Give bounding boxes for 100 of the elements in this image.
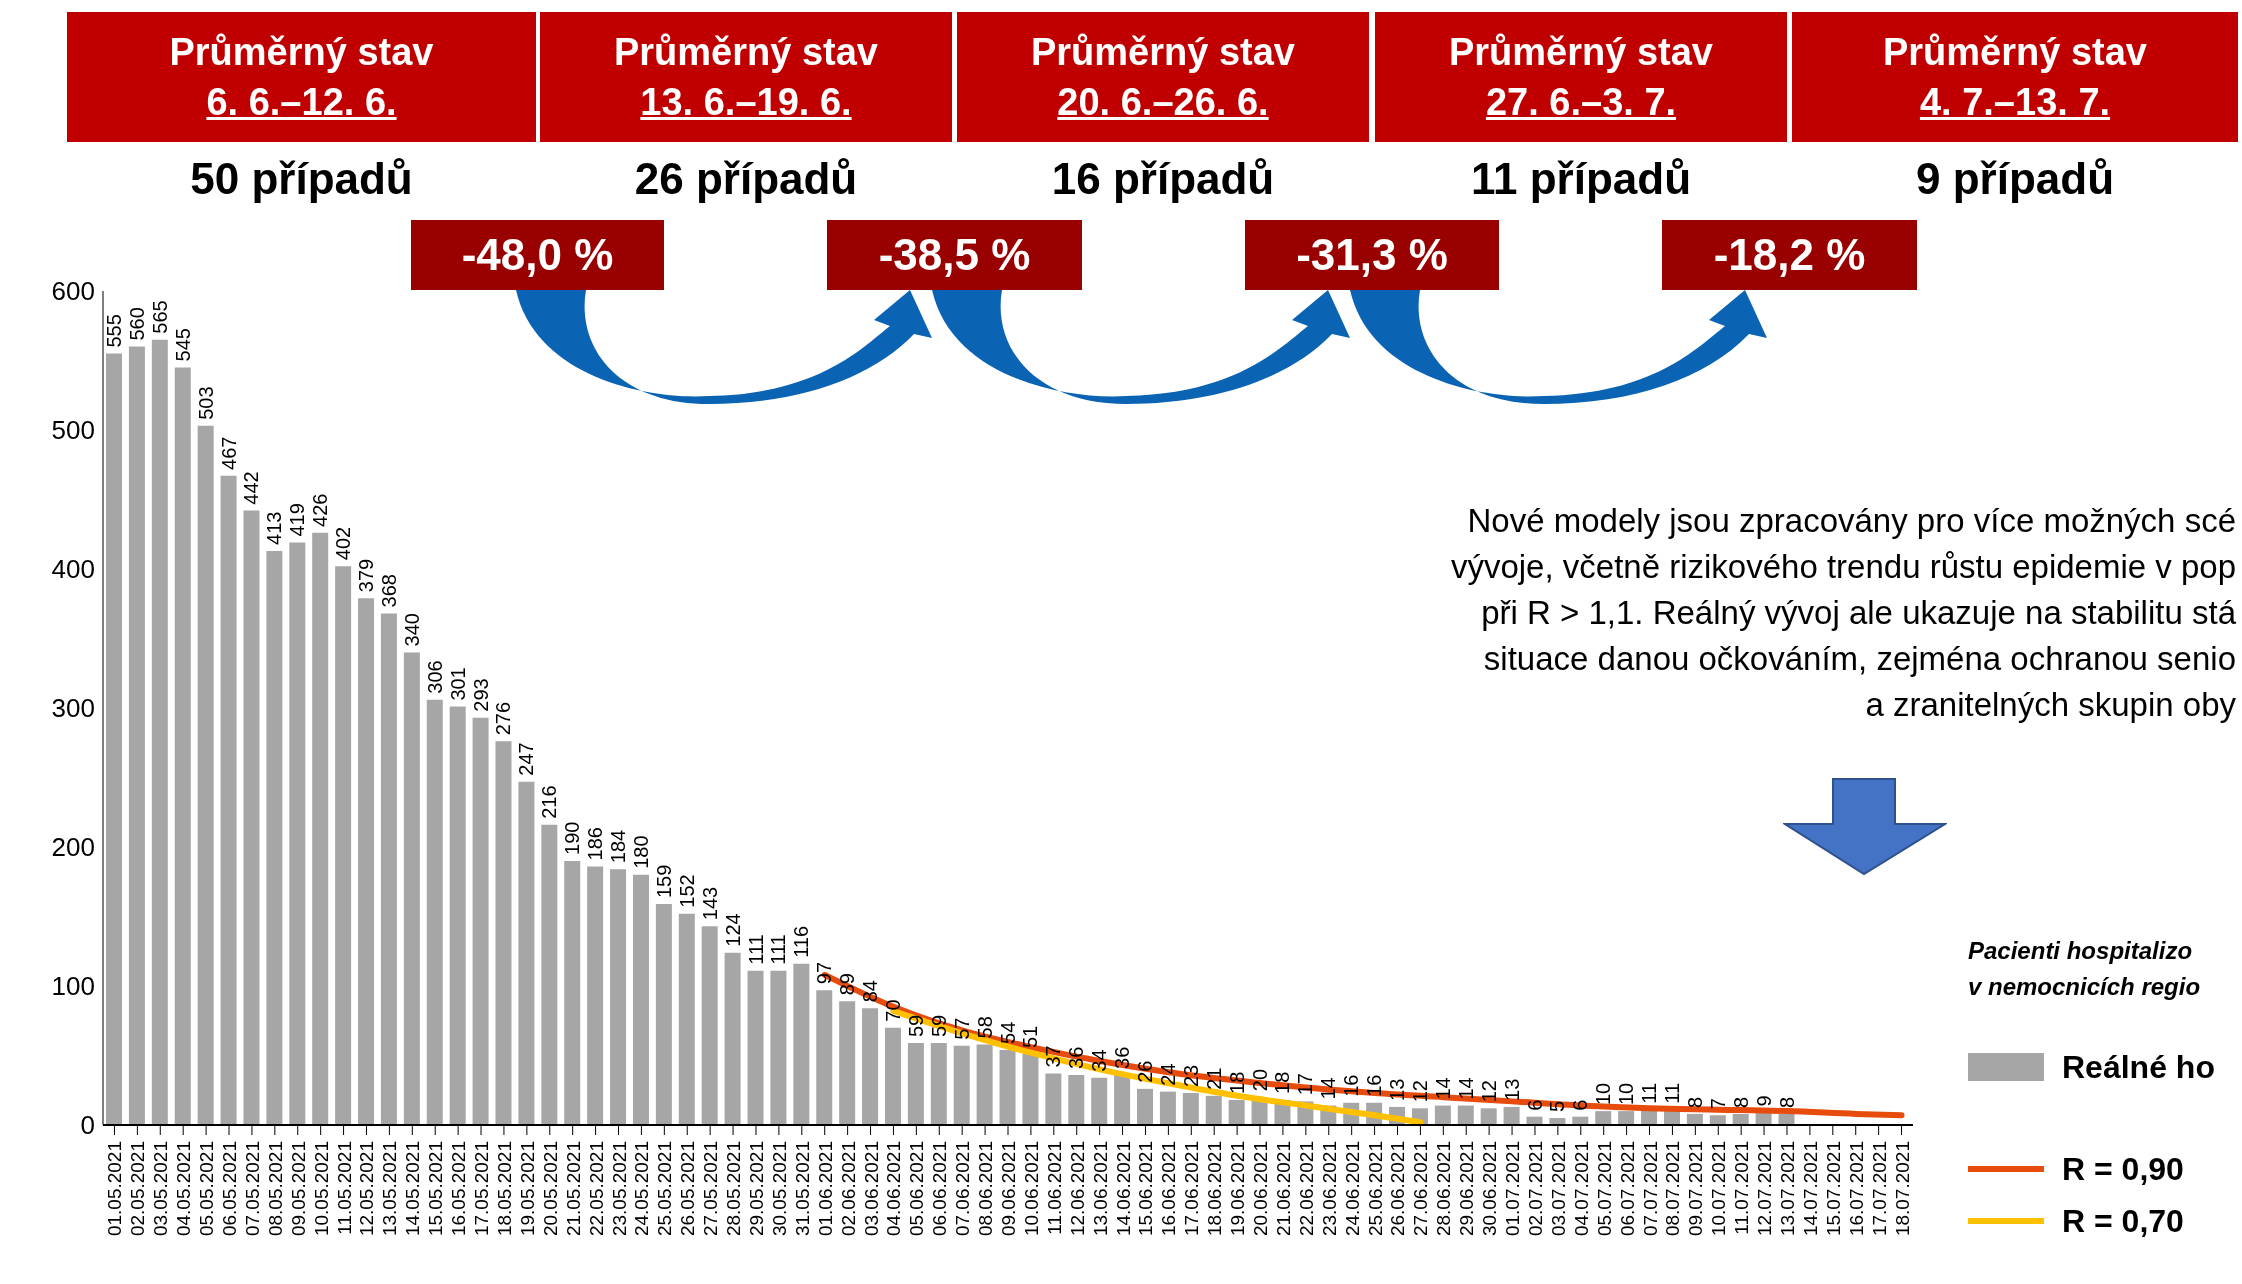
x-tick-label: 08.05.2021 bbox=[264, 1141, 286, 1237]
x-tick-label: 11.07.2021 bbox=[1731, 1141, 1753, 1235]
data-label: 555 bbox=[103, 314, 125, 348]
data-label: 8 bbox=[1683, 1096, 1706, 1108]
data-label: 84 bbox=[859, 979, 882, 1003]
bar bbox=[197, 425, 214, 1125]
x-tick-label: 30.05.2021 bbox=[768, 1141, 790, 1237]
bar bbox=[724, 952, 741, 1125]
bar bbox=[793, 963, 810, 1125]
legend-label: R = 0,70 bbox=[2062, 1202, 2184, 1240]
data-label: 18 bbox=[1271, 1071, 1294, 1094]
data-label: 17 bbox=[1294, 1073, 1317, 1096]
data-label: 560 bbox=[125, 307, 148, 341]
data-label: 247 bbox=[515, 742, 538, 776]
x-tick-label: 07.07.2021 bbox=[1639, 1141, 1661, 1237]
data-label: 13 bbox=[1500, 1078, 1523, 1101]
data-label: 565 bbox=[148, 300, 171, 334]
bar bbox=[1091, 1077, 1108, 1125]
data-label: 6 bbox=[1523, 1099, 1546, 1111]
data-label: 18 bbox=[1225, 1071, 1248, 1094]
bar bbox=[312, 532, 329, 1125]
x-tick-label: 05.05.2021 bbox=[196, 1141, 218, 1237]
data-label: 545 bbox=[171, 328, 194, 362]
text: 16 případů bbox=[1050, 154, 1276, 204]
bar bbox=[862, 1008, 879, 1125]
data-label: 419 bbox=[286, 503, 309, 537]
bar bbox=[335, 566, 352, 1125]
x-tick-label: 12.07.2021 bbox=[1754, 1141, 1776, 1237]
text: -18,2 % bbox=[1662, 220, 1917, 290]
y-tick-label: 600 bbox=[51, 276, 95, 307]
x-tick-label: 20.05.2021 bbox=[539, 1141, 561, 1237]
bar bbox=[839, 1001, 856, 1125]
x-tick-label: 28.06.2021 bbox=[1433, 1141, 1455, 1237]
data-label: 186 bbox=[584, 827, 607, 861]
bar bbox=[610, 869, 627, 1125]
bar bbox=[976, 1044, 993, 1125]
data-label: 16 bbox=[1340, 1074, 1363, 1097]
data-label: 89 bbox=[836, 973, 859, 996]
data-label: 26 bbox=[1134, 1060, 1157, 1083]
bar bbox=[449, 706, 466, 1125]
data-label: 14 bbox=[1317, 1077, 1340, 1100]
data-label: 11 bbox=[1638, 1082, 1661, 1104]
bar bbox=[1022, 1054, 1039, 1125]
bar bbox=[541, 824, 558, 1125]
bar bbox=[243, 510, 260, 1125]
x-tick-label: 11.05.2021 bbox=[333, 1141, 355, 1235]
bar bbox=[1480, 1108, 1497, 1125]
data-label: 12 bbox=[1408, 1080, 1431, 1103]
data-label: 59 bbox=[927, 1014, 950, 1037]
data-label: 9 bbox=[1752, 1095, 1775, 1107]
data-label: 8 bbox=[1775, 1096, 1798, 1108]
x-tick-label: 16.05.2021 bbox=[448, 1141, 470, 1237]
x-tick-label: 20.06.2021 bbox=[1250, 1141, 1272, 1237]
x-tick-label: 26.06.2021 bbox=[1387, 1141, 1409, 1237]
bar bbox=[128, 346, 145, 1125]
data-label: 14 bbox=[1431, 1077, 1454, 1100]
bar bbox=[587, 866, 604, 1125]
data-label: 413 bbox=[263, 511, 286, 545]
x-tick-label: 21.05.2021 bbox=[562, 1141, 584, 1237]
text: Průměrný stav 4. 7.–13. 7. bbox=[1882, 30, 2148, 125]
data-label: 16 bbox=[1363, 1074, 1386, 1097]
x-tick-label: 13.06.2021 bbox=[1089, 1141, 1111, 1237]
bar bbox=[747, 970, 764, 1125]
data-label: 402 bbox=[332, 526, 355, 561]
bar bbox=[999, 1049, 1016, 1125]
x-tick-label: 24.05.2021 bbox=[631, 1141, 653, 1237]
x-tick-label: 03.05.2021 bbox=[150, 1141, 172, 1237]
x-tick-label: 06.07.2021 bbox=[1616, 1141, 1638, 1237]
x-tick-label: 03.06.2021 bbox=[860, 1141, 882, 1237]
x-tick-label: 25.06.2021 bbox=[1364, 1141, 1386, 1237]
x-tick-label: 04.06.2021 bbox=[883, 1141, 905, 1237]
y-tick-label: 300 bbox=[51, 693, 95, 724]
x-tick-label: 14.07.2021 bbox=[1799, 1141, 1821, 1237]
y-tick-label: 0 bbox=[80, 1110, 95, 1141]
x-tick-label: 02.07.2021 bbox=[1524, 1141, 1546, 1237]
x-tick-label: 31.05.2021 bbox=[791, 1141, 813, 1237]
data-label: 7 bbox=[1706, 1098, 1729, 1110]
y-tick-label: 200 bbox=[51, 832, 95, 863]
data-label: 301 bbox=[446, 667, 469, 701]
data-label: 442 bbox=[240, 471, 263, 505]
text: -31,3 % bbox=[1245, 220, 1499, 290]
data-label: 97 bbox=[813, 961, 836, 985]
annotation: Nové modely jsou zpracovány pro více možných scé vývoje, včetně rizikového trendu růstu epidemie v pop při R > 1,1. Reálný vývoj ale ukazuje na stabilitu stá situace danou očkováním, zejména ochranou senio a zranitelných skupin oby bbox=[1449, 501, 2236, 725]
y-tick-label: 100 bbox=[51, 971, 95, 1002]
data-label: 190 bbox=[561, 821, 584, 855]
data-label: 34 bbox=[1088, 1049, 1111, 1072]
bar bbox=[1732, 1113, 1749, 1125]
bar bbox=[358, 598, 375, 1125]
bar bbox=[1457, 1105, 1474, 1125]
bar bbox=[518, 781, 535, 1125]
x-tick-label: 01.05.2021 bbox=[104, 1141, 126, 1237]
data-label: 36 bbox=[1111, 1046, 1134, 1069]
data-label: 124 bbox=[721, 913, 744, 947]
bar bbox=[289, 542, 306, 1125]
x-tick-label: 18.06.2021 bbox=[1204, 1141, 1226, 1237]
text: Průměrný stav 6. 6.–12. 6. bbox=[168, 30, 435, 125]
data-label: 21 bbox=[1202, 1067, 1225, 1090]
x-tick-label: 27.05.2021 bbox=[700, 1141, 722, 1237]
data-label: 70 bbox=[881, 999, 904, 1022]
x-tick-label: 22.05.2021 bbox=[585, 1141, 607, 1237]
